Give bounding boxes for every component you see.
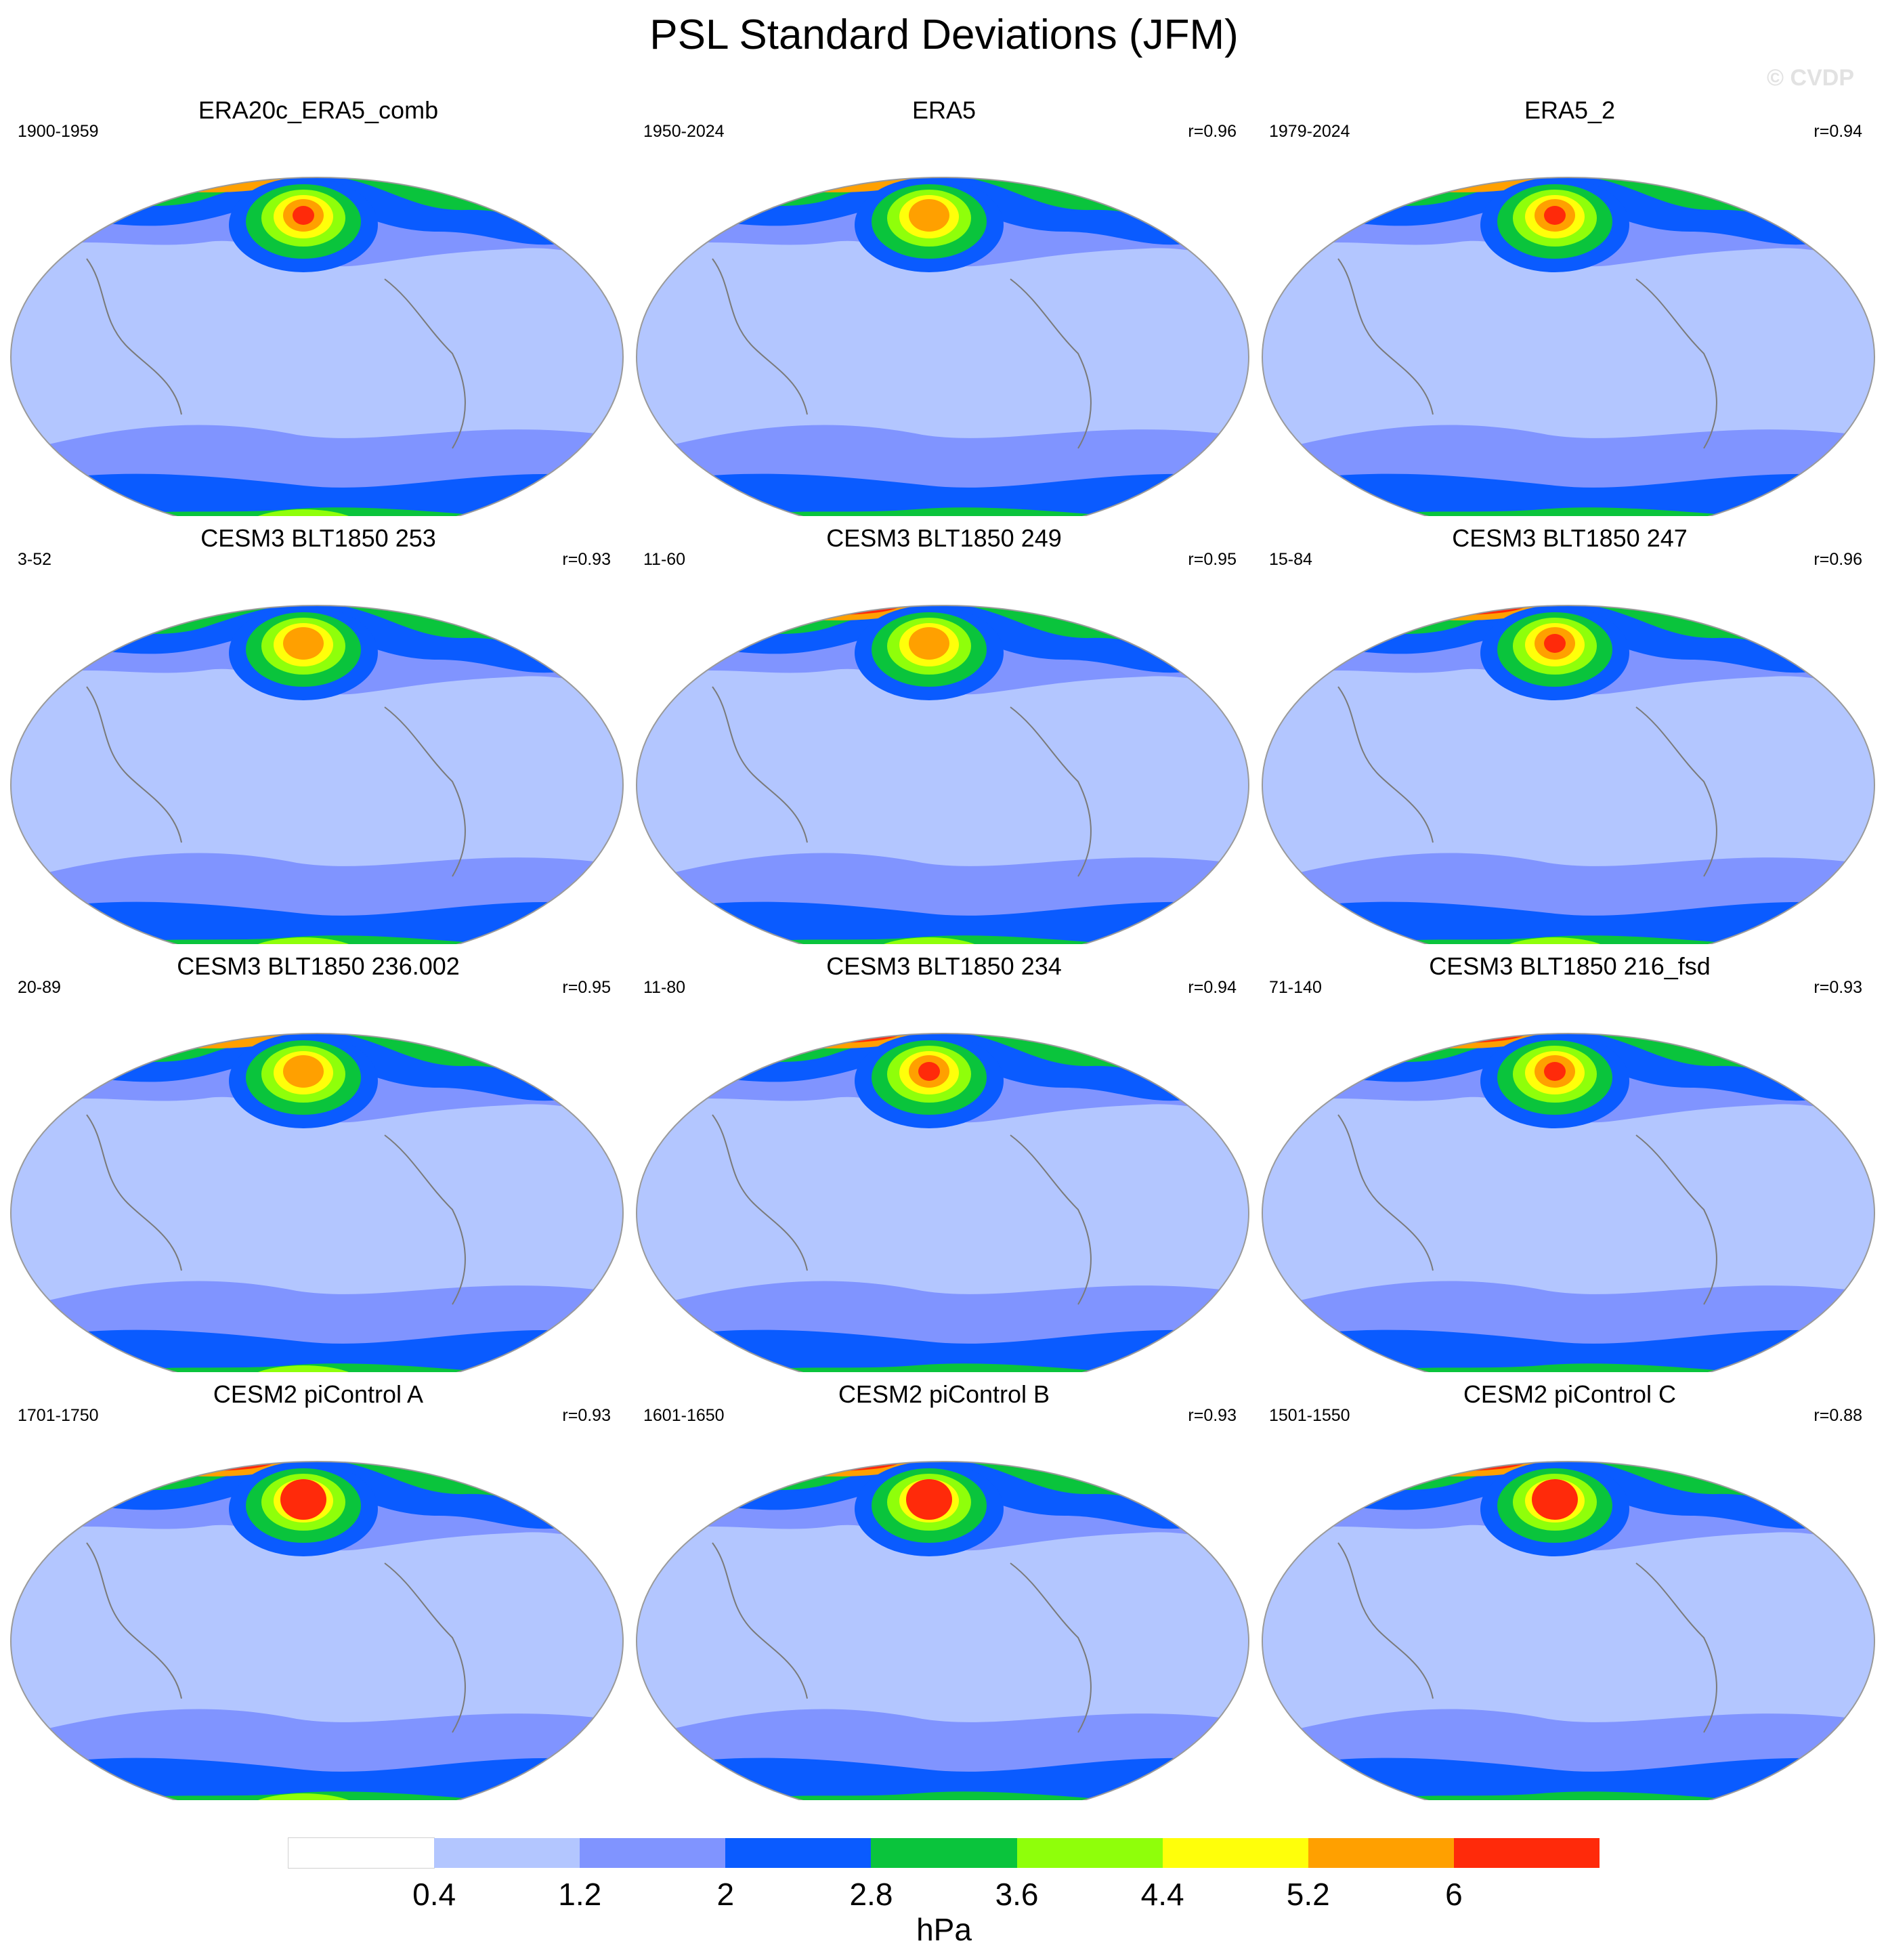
panel-pattern-correlation: r=0.95: [1188, 550, 1237, 569]
map-panel: CESM3 BLT1850 216_fsd 71-140 r=0.93: [1257, 952, 1883, 1372]
colorbar-box: [287, 1837, 435, 1869]
panel-pattern-correlation: r=0.96: [1814, 550, 1862, 569]
panel-title: CESM3 BLT1850 234: [826, 952, 1062, 980]
panel-title: CESM2 piControl B: [838, 1380, 1050, 1408]
robinson-map: [636, 177, 1249, 516]
robinson-map: [10, 177, 624, 516]
panel-year-range: 1900-1959: [18, 122, 99, 141]
panel-title: ERA5_2: [1524, 96, 1616, 124]
panel-title: CESM3 BLT1850 247: [1452, 524, 1688, 552]
panel-year-range: 15-84: [1269, 550, 1312, 569]
map-panel: CESM3 BLT1850 236.002 20-89 r=0.95: [5, 952, 631, 1372]
panel-title: CESM2 piControl C: [1463, 1380, 1677, 1408]
map-panel: CESM3 BLT1850 249 11-60 r=0.95: [631, 524, 1257, 944]
robinson-map: [1262, 177, 1875, 516]
colorbar-tick-label: 4.4: [1140, 1877, 1184, 1912]
map-panel: CESM2 piControl A 1701-1750 r=0.93: [5, 1380, 631, 1800]
panel-pattern-correlation: r=0.93: [562, 1406, 611, 1425]
colorbar-tick-label: 2.8: [849, 1877, 893, 1912]
map-panel: CESM3 BLT1850 253 3-52 r=0.93: [5, 524, 631, 944]
colorbar-box: [434, 1838, 580, 1868]
panel-year-range: 1601-1650: [643, 1406, 725, 1425]
map-panel: ERA5_2 1979-2024 r=0.94: [1257, 96, 1883, 516]
panel-title: CESM3 BLT1850 249: [826, 524, 1062, 552]
colorbar-box: [1016, 1838, 1163, 1868]
panel-pattern-correlation: r=0.94: [1814, 122, 1862, 141]
panel-title: ERA20c_ERA5_comb: [198, 96, 439, 124]
map-panel: CESM2 piControl B 1601-1650 r=0.93: [631, 1380, 1257, 1800]
panel-year-range: 71-140: [1269, 978, 1322, 997]
panel-title: CESM3 BLT1850 236.002: [177, 952, 460, 980]
panel-pattern-correlation: r=0.93: [1188, 1406, 1237, 1425]
colorbar-box: [871, 1838, 1017, 1868]
panel-title: CESM2 piControl A: [213, 1380, 424, 1408]
panel-year-range: 1701-1750: [18, 1406, 99, 1425]
robinson-map: [636, 605, 1249, 944]
colorbar-tick-label: 1.2: [558, 1877, 602, 1912]
colorbar-unit-label: hPa: [916, 1912, 972, 1947]
colorbar: 0.4 1.2 2 2.8 3.6 4.4 5.2 6 hPa: [287, 1837, 1600, 1960]
map-panel: CESM3 BLT1850 234 11-80 r=0.94: [631, 952, 1257, 1372]
colorbar-tick-label: 2: [716, 1877, 735, 1912]
panel-year-range: 1950-2024: [643, 122, 725, 141]
colorbar-box: [580, 1838, 726, 1868]
robinson-map: [10, 605, 624, 944]
panel-year-range: 1979-2024: [1269, 122, 1350, 141]
robinson-map: [1262, 1461, 1875, 1800]
map-panel: ERA5 1950-2024 r=0.96: [631, 96, 1257, 516]
panel-title: CESM3 BLT1850 253: [200, 524, 436, 552]
map-panel: ERA20c_ERA5_comb 1900-1959: [5, 96, 631, 516]
colorbar-box: [1453, 1838, 1600, 1868]
colorbar-tick-label: 5.2: [1286, 1877, 1330, 1912]
panel-pattern-correlation: r=0.88: [1814, 1406, 1862, 1425]
robinson-map: [1262, 605, 1875, 944]
colorbar-box: [1308, 1838, 1454, 1868]
panel-pattern-correlation: r=0.96: [1188, 122, 1237, 141]
panel-year-range: 1501-1550: [1269, 1406, 1350, 1425]
robinson-map: [1262, 1033, 1875, 1372]
panel-year-range: 20-89: [18, 978, 61, 997]
colorbar-box: [1162, 1838, 1308, 1868]
panel-title: ERA5: [911, 96, 977, 124]
robinson-map: [636, 1461, 1249, 1800]
colorbar-tick-label: 6: [1445, 1877, 1463, 1912]
robinson-map: [636, 1033, 1249, 1372]
colorbar-box: [725, 1838, 872, 1868]
map-panel: CESM3 BLT1850 247 15-84 r=0.96: [1257, 524, 1883, 944]
panel-year-range: 3-52: [18, 550, 52, 569]
figure-title: PSL Standard Deviations (JFM): [649, 12, 1239, 58]
panel-pattern-correlation: r=0.95: [562, 978, 611, 997]
map-panel: CESM2 piControl C 1501-1550 r=0.88: [1257, 1380, 1883, 1800]
colorbar-tick-label: 3.6: [995, 1877, 1039, 1912]
robinson-map: [10, 1033, 624, 1372]
panel-year-range: 11-60: [643, 550, 686, 569]
panel-pattern-correlation: r=0.94: [1188, 978, 1237, 997]
panel-pattern-correlation: r=0.93: [562, 550, 611, 569]
panel-title: CESM3 BLT1850 216_fsd: [1429, 952, 1711, 980]
watermark: © CVDP: [1767, 65, 1854, 91]
panel-year-range: 11-80: [643, 978, 686, 997]
colorbar-tick-label: 0.4: [412, 1877, 456, 1912]
panel-pattern-correlation: r=0.93: [1814, 978, 1862, 997]
robinson-map: [10, 1461, 624, 1800]
